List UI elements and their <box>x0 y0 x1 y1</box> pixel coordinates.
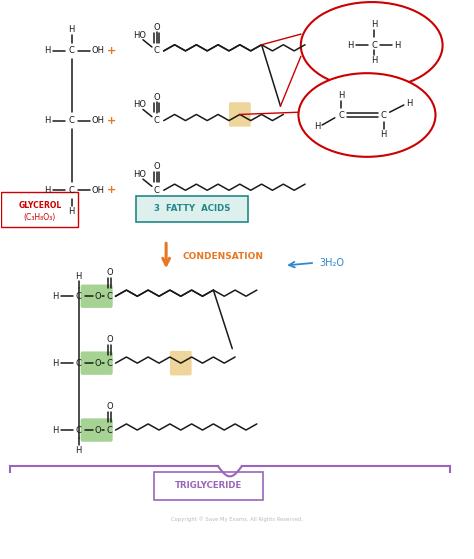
Text: Copyright © Save My Exams. All Rights Reserved.: Copyright © Save My Exams. All Rights Re… <box>171 517 303 522</box>
Text: C: C <box>69 186 74 195</box>
Text: +: + <box>107 185 117 195</box>
Text: OH: OH <box>91 116 104 125</box>
Text: +: + <box>107 46 117 56</box>
Text: H: H <box>44 46 50 55</box>
Text: C: C <box>69 46 74 55</box>
FancyBboxPatch shape <box>170 351 191 376</box>
Text: O: O <box>106 335 113 344</box>
Text: H: H <box>75 446 82 454</box>
Text: C: C <box>371 41 377 50</box>
Text: C: C <box>76 425 82 434</box>
FancyBboxPatch shape <box>81 352 113 375</box>
Text: C: C <box>107 359 112 368</box>
Text: C: C <box>154 46 160 55</box>
Text: HO: HO <box>133 170 146 179</box>
Text: C: C <box>154 186 160 195</box>
Text: O: O <box>106 268 113 277</box>
Text: OH: OH <box>91 46 104 55</box>
Text: HO: HO <box>133 31 146 40</box>
Text: H: H <box>406 100 413 108</box>
Text: O: O <box>94 292 101 301</box>
Text: H: H <box>44 186 50 195</box>
Text: O: O <box>154 162 160 172</box>
Text: C: C <box>107 292 112 301</box>
FancyBboxPatch shape <box>81 418 113 442</box>
Text: C: C <box>76 359 82 368</box>
Text: CONDENSATION: CONDENSATION <box>182 252 264 260</box>
Text: H: H <box>394 41 401 50</box>
Text: C: C <box>154 116 160 125</box>
Text: H: H <box>68 25 75 34</box>
Text: H: H <box>52 292 58 301</box>
FancyBboxPatch shape <box>136 196 248 221</box>
Text: H: H <box>75 272 82 281</box>
Text: 3H₂O: 3H₂O <box>319 258 344 268</box>
FancyBboxPatch shape <box>229 102 251 127</box>
FancyBboxPatch shape <box>81 285 113 308</box>
Text: H: H <box>52 425 58 434</box>
Ellipse shape <box>301 2 443 88</box>
Text: GLYCEROL: GLYCEROL <box>18 201 62 210</box>
Text: O: O <box>106 402 113 411</box>
Text: 3  FATTY  ACIDS: 3 FATTY ACIDS <box>154 204 230 213</box>
Ellipse shape <box>299 73 436 157</box>
Text: H: H <box>380 130 387 139</box>
Text: H: H <box>44 116 50 125</box>
Text: TRIGLYCERIDE: TRIGLYCERIDE <box>175 481 242 490</box>
Text: HO: HO <box>133 101 146 110</box>
Text: H: H <box>371 56 377 65</box>
Text: OH: OH <box>91 186 104 195</box>
Text: H: H <box>314 122 320 131</box>
FancyBboxPatch shape <box>155 472 263 500</box>
Text: H: H <box>68 207 75 216</box>
Text: O: O <box>154 93 160 102</box>
Text: C: C <box>381 111 386 120</box>
Text: C: C <box>338 111 344 120</box>
Text: H: H <box>338 91 344 100</box>
Text: O: O <box>154 23 160 32</box>
Text: (C₃H₈O₃): (C₃H₈O₃) <box>24 212 56 221</box>
Text: H: H <box>52 359 58 368</box>
Text: C: C <box>76 292 82 301</box>
Text: C: C <box>69 116 74 125</box>
FancyBboxPatch shape <box>1 192 78 227</box>
Text: H: H <box>371 20 377 29</box>
Text: C: C <box>107 425 112 434</box>
Text: O: O <box>94 359 101 368</box>
Text: O: O <box>94 425 101 434</box>
Text: H: H <box>347 41 354 50</box>
Text: +: + <box>107 116 117 126</box>
